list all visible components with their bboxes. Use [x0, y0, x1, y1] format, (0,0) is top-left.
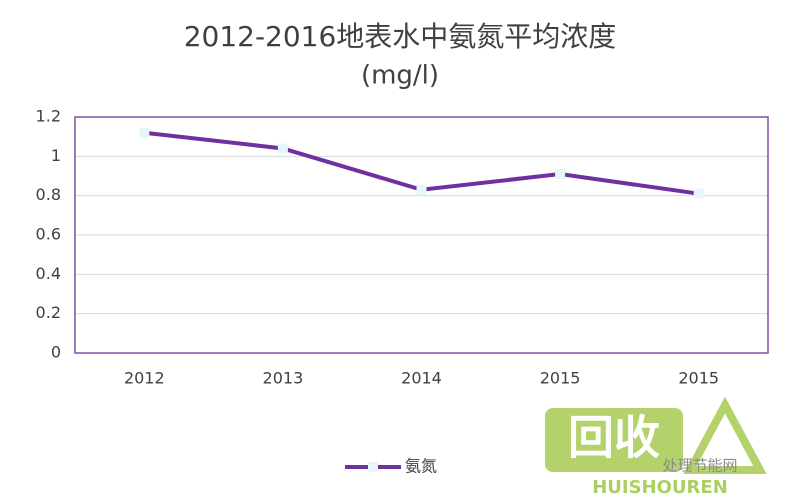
data-line — [144, 130, 699, 196]
watermark-text: HUISHOUREN — [592, 477, 728, 498]
data-point — [139, 127, 150, 138]
x-tick-label: 2014 — [401, 369, 442, 388]
y-tick-label: 0.2 — [36, 303, 61, 322]
data-point — [555, 169, 566, 180]
y-tick-label: 0.8 — [36, 185, 61, 204]
data-point — [416, 184, 427, 195]
x-tick-label: 2012 — [124, 369, 165, 388]
chart-title: 2012-2016地表水中氨氮平均浓度 — [184, 20, 617, 53]
watermark-text: 处理节能网 — [662, 457, 737, 475]
y-tick-label: 1.2 — [36, 107, 61, 126]
watermark-box — [545, 408, 683, 472]
watermark-text: 回收 — [568, 411, 660, 465]
x-tick-label: 2013 — [263, 369, 304, 388]
watermark-icon — [683, 396, 767, 474]
x-tick-label: 2015 — [678, 369, 719, 388]
legend-label: 氨氮 — [405, 457, 437, 476]
plot-frame — [74, 116, 769, 354]
legend-marker — [368, 462, 378, 472]
y-tick-label: 0.6 — [36, 225, 61, 244]
data-point — [693, 188, 704, 199]
chart-subtitle: (mg/l) — [361, 61, 439, 91]
data-point — [277, 143, 288, 154]
y-tick-label: 1 — [51, 146, 61, 165]
y-tick-label: 0.4 — [36, 264, 61, 283]
x-tick-label: 2015 — [540, 369, 581, 388]
watermark: 回收 HUISHOUREN 处理节能网 — [545, 396, 767, 498]
y-tick-label: 0 — [51, 343, 61, 362]
